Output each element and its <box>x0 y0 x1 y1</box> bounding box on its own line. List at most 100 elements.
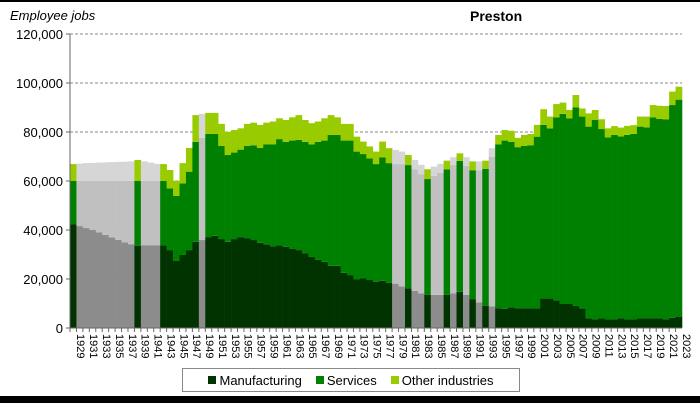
bar-other-2011 <box>598 119 605 130</box>
bar-services-1954 <box>231 152 238 240</box>
x-tick-label: 1983 <box>422 334 434 358</box>
bar-other-1945 <box>173 180 180 196</box>
bar-other-1948 <box>192 115 200 142</box>
y-tick-label: 80,000 <box>23 125 63 140</box>
bar-manufacturing-1929 <box>70 224 77 328</box>
bar-manufacturing-2002 <box>540 298 548 328</box>
x-tick-label: 1993 <box>487 334 499 358</box>
x-tick-label: 1953 <box>229 334 241 358</box>
x-tick-label: 1933 <box>100 334 112 358</box>
legend-label: Other industries <box>401 372 494 388</box>
legend-label: Manufacturing <box>219 372 302 388</box>
bar-manufacturing-1986 <box>437 294 444 328</box>
bar-services-1930 <box>76 181 84 227</box>
bar-manufacturing-2015 <box>624 319 631 328</box>
bar-other-1956 <box>243 123 251 146</box>
bar-other-1984 <box>424 169 432 180</box>
bar-services-1990 <box>462 165 470 295</box>
bar-manufacturing-1993 <box>482 305 490 328</box>
bar-other-2007 <box>572 95 580 108</box>
bar-services-1942 <box>153 181 161 246</box>
x-tick-label: 1985 <box>435 334 447 358</box>
bar-services-1934 <box>102 181 109 235</box>
x-tick-label: 2021 <box>667 334 679 358</box>
bar-services-1988 <box>450 165 457 294</box>
bar-other-1975 <box>366 146 374 159</box>
bar-other-1998 <box>514 137 522 148</box>
bar-manufacturing-1957 <box>250 240 258 328</box>
bar-manufacturing-1999 <box>520 308 528 328</box>
bar-services-1940 <box>140 181 148 246</box>
bar-services-1982 <box>411 169 419 291</box>
bar-services-2011 <box>598 129 605 319</box>
bar-services-1956 <box>243 145 251 239</box>
bar-other-2015 <box>624 125 631 135</box>
x-tick-label: 1995 <box>499 334 511 358</box>
bar-other-1977 <box>379 141 386 158</box>
x-tick-label: 2003 <box>551 334 563 358</box>
bar-manufacturing-1994 <box>488 306 496 328</box>
x-tick-label: 1981 <box>409 334 421 358</box>
bar-other-1951 <box>211 112 219 134</box>
bar-manufacturing-1977 <box>379 280 386 328</box>
bar-manufacturing-1987 <box>443 294 451 328</box>
bar-other-2004 <box>553 104 560 118</box>
bar-services-1960 <box>269 144 277 247</box>
bar-other-1944 <box>166 169 174 189</box>
bar-manufacturing-2021 <box>662 319 670 328</box>
bar-manufacturing-1938 <box>127 244 135 328</box>
bar-services-1968 <box>321 140 328 262</box>
bar-other-1974 <box>359 141 367 155</box>
bar-services-1959 <box>263 144 271 245</box>
bar-services-1974 <box>359 154 367 279</box>
bar-services-2005 <box>559 113 567 304</box>
bar-manufacturing-1933 <box>95 232 103 328</box>
bar-manufacturing-1978 <box>385 282 393 328</box>
bar-other-2013 <box>611 126 618 135</box>
bar-other-1939 <box>134 159 142 181</box>
bar-other-1978 <box>385 148 393 164</box>
bar-other-2009 <box>585 113 593 127</box>
bar-other-2022 <box>669 91 676 106</box>
bar-other-1931 <box>82 163 90 181</box>
bar-services-1929 <box>70 181 77 225</box>
bar-manufacturing-2013 <box>611 319 618 328</box>
bar-services-1948 <box>192 141 200 242</box>
bar-other-1938 <box>127 161 135 181</box>
bar-other-2019 <box>649 105 657 118</box>
x-tick-label: 1959 <box>267 334 279 358</box>
bar-other-1940 <box>140 161 148 181</box>
bar-services-2015 <box>624 134 631 320</box>
bar-services-1950 <box>205 133 213 238</box>
bar-manufacturing-2014 <box>617 318 625 328</box>
bar-services-2010 <box>591 119 599 320</box>
bar-manufacturing-2006 <box>566 303 573 328</box>
bar-services-1997 <box>508 141 515 308</box>
bar-services-2016 <box>630 133 638 320</box>
bar-other-1950 <box>205 112 213 134</box>
bar-manufacturing-1941 <box>147 245 155 328</box>
bar-manufacturing-2005 <box>559 303 567 328</box>
bar-manufacturing-1948 <box>192 241 200 328</box>
bar-manufacturing-1935 <box>108 237 116 328</box>
frame-bottom-border <box>0 396 700 403</box>
bar-other-1986 <box>437 163 444 173</box>
bar-services-1991 <box>469 170 477 300</box>
bar-services-2013 <box>611 134 618 320</box>
bar-other-1973 <box>353 136 361 152</box>
bar-manufacturing-2011 <box>598 318 605 328</box>
bar-services-1952 <box>218 145 225 240</box>
x-tick-label: 1955 <box>242 334 254 358</box>
x-tick-label: 1939 <box>139 334 151 358</box>
legend-item-other-industries: Other industries <box>390 372 494 388</box>
x-tick-label: 1987 <box>448 334 460 358</box>
bar-manufacturing-2009 <box>585 318 593 328</box>
bar-services-2018 <box>643 127 651 319</box>
bar-services-1941 <box>147 181 155 246</box>
legend-item-manufacturing: Manufacturing <box>208 372 302 388</box>
bar-manufacturing-1997 <box>508 307 515 328</box>
bar-services-1994 <box>488 156 496 307</box>
bar-services-1972 <box>347 140 354 276</box>
bar-other-1987 <box>443 160 451 170</box>
legend-label: Services <box>326 372 377 388</box>
